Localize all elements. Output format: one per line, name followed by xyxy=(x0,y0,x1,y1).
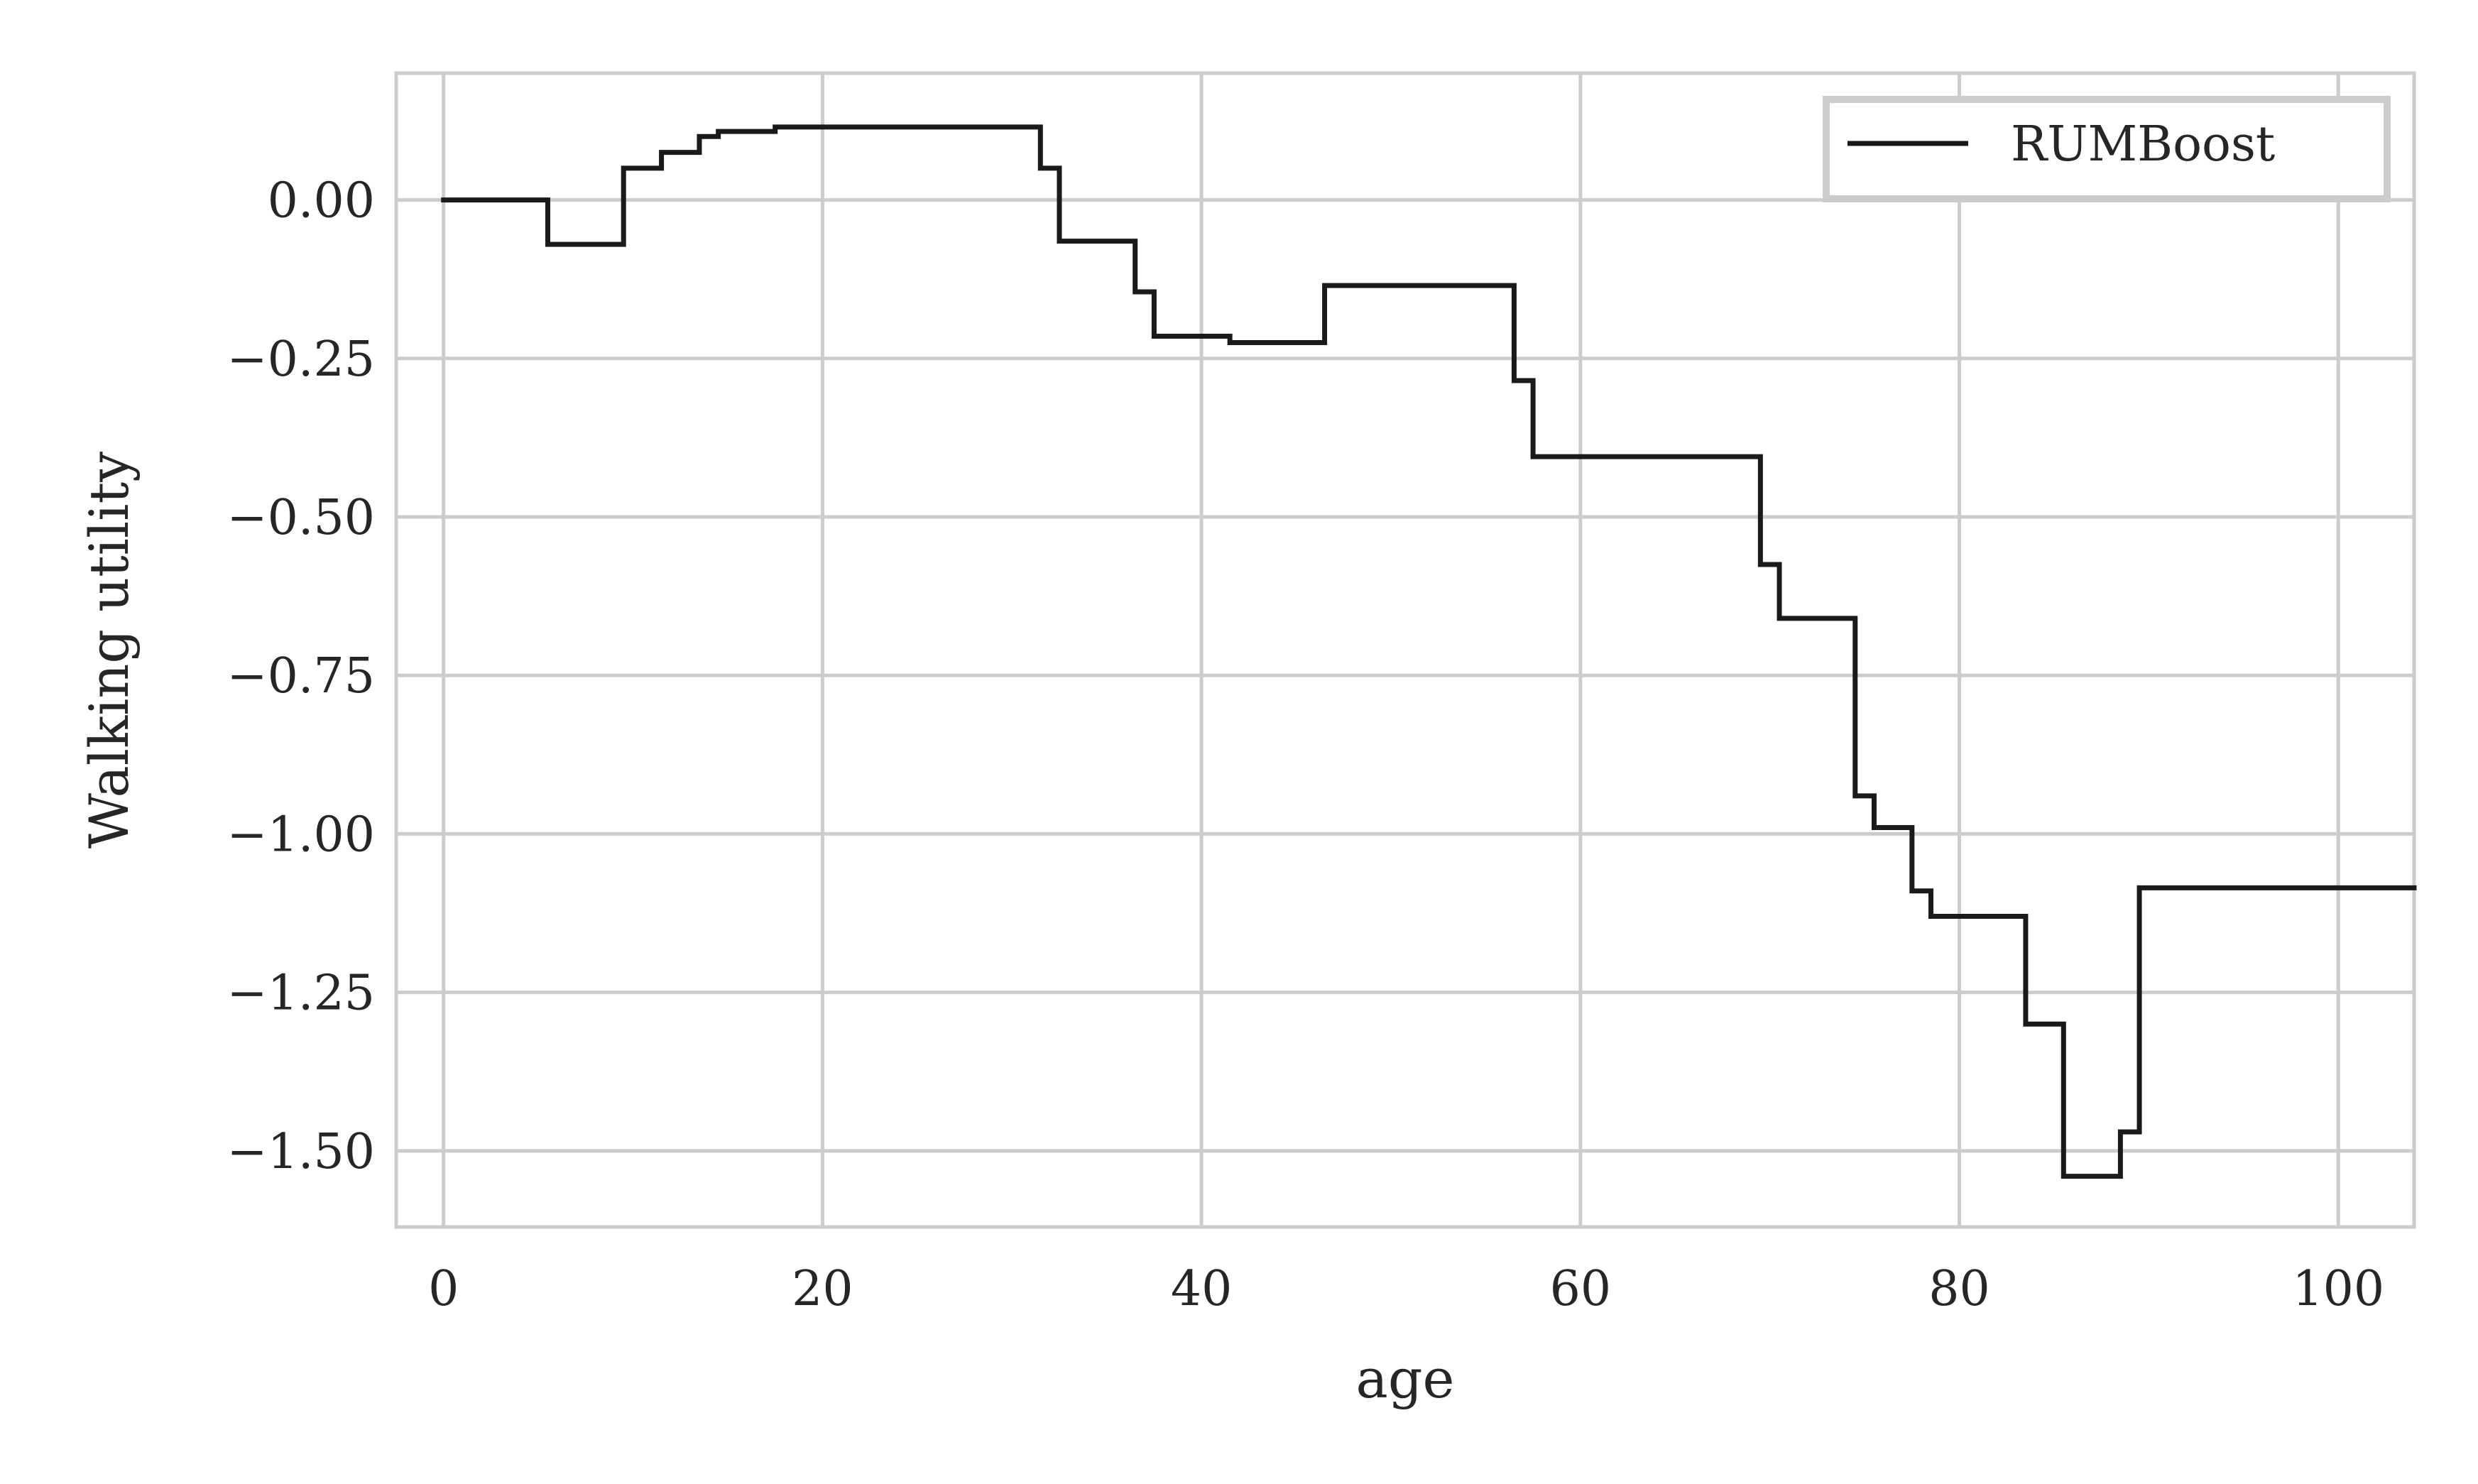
series-line-rumboost xyxy=(441,124,2417,1179)
x-tick-label: 100 xyxy=(2292,1261,2384,1317)
y-tick-label: −0.50 xyxy=(227,490,375,546)
x-tick-label: 40 xyxy=(1171,1261,1233,1317)
y-tick-label: −1.00 xyxy=(227,807,375,863)
series-layer xyxy=(441,124,2417,1179)
x-tick-label: 60 xyxy=(1550,1261,1612,1317)
legend-box xyxy=(1823,96,2391,202)
x-axis-label: age xyxy=(1356,1347,1455,1410)
y-axis-label: Walking utility xyxy=(77,452,141,849)
x-axis-ticks: 0 20 40 60 80 100 xyxy=(428,1261,2384,1317)
legend: RUMBoost xyxy=(1823,96,2391,202)
y-axis-ticks: 0.00 −0.25 −0.50 −0.75 −1.00 −1.25 −1.50 xyxy=(227,173,375,1180)
y-tick-label: −1.50 xyxy=(227,1124,375,1180)
grid-lines xyxy=(396,73,2414,1227)
plot-frame xyxy=(394,71,2416,1229)
x-tick-label: 20 xyxy=(792,1261,853,1317)
x-tick-label: 80 xyxy=(1928,1261,1990,1317)
x-tick-label: 0 xyxy=(428,1261,459,1317)
y-tick-label: −0.75 xyxy=(227,648,375,704)
y-tick-label: −1.25 xyxy=(227,966,375,1022)
y-tick-label: 0.00 xyxy=(268,173,375,229)
legend-label-rumboost: RUMBoost xyxy=(2011,116,2275,173)
y-tick-label: −0.25 xyxy=(227,332,375,388)
